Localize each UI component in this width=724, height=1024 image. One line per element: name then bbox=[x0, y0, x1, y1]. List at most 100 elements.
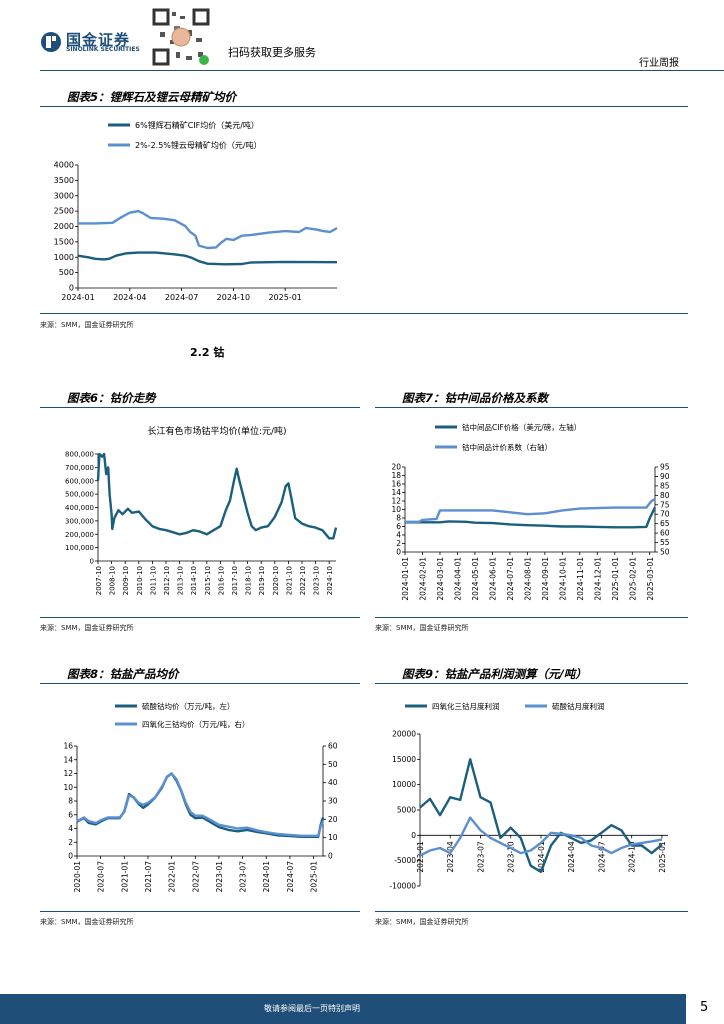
fig7-y2tick-label: 90 bbox=[660, 472, 670, 481]
fig9-ytick-label: -10000 bbox=[389, 882, 416, 891]
fig6-xtick-label: 2018-10 bbox=[245, 566, 253, 595]
fig7-xtick-label: 2024-01-01 bbox=[401, 557, 410, 601]
fig6-xtick-label: 2016-10 bbox=[217, 566, 225, 595]
section-heading: 2.2 钴 bbox=[190, 346, 225, 359]
fig8-ytick-label: 10 bbox=[63, 783, 73, 792]
fig9-xtick-label: 2025-01 bbox=[658, 841, 667, 873]
fig5-ytick-label: 1500 bbox=[54, 237, 74, 246]
fig8-xtick-label: 2022-01 bbox=[168, 861, 177, 893]
header-divider bbox=[40, 70, 724, 71]
fig7-ytick-label: 8 bbox=[396, 514, 401, 523]
fig9-series-line-0 bbox=[419, 758, 663, 874]
fig6-chart: 长江有色市场钴平均价(单位:元/吨) 0 100,000 200,000 300,000… bbox=[65, 425, 338, 595]
fig5-legend-label-0: 6%锂辉石精矿CIF均价（美元/吨） bbox=[135, 120, 259, 130]
fig6-series-line-0 bbox=[96, 452, 338, 540]
fig8-xtick-label: 2024-01 bbox=[262, 861, 271, 893]
fig9-ytick-label: 15000 bbox=[392, 755, 416, 764]
fig6-title: 图表6：钴价走势 bbox=[67, 391, 156, 405]
fig7-y2tick-label: 85 bbox=[660, 481, 670, 490]
fig7-y2tick-label: 65 bbox=[660, 519, 670, 528]
fig8-title-rule bbox=[40, 683, 360, 684]
fig9-xtick-label: 2024-04 bbox=[567, 841, 576, 873]
qr-caption: 扫码获取更多服务 bbox=[228, 46, 316, 59]
fig7-xtick-label: 2024-02-01 bbox=[418, 557, 427, 601]
fig7-legend-label-0: 钴中间品CIF价格（美元/磅，左轴） bbox=[462, 422, 581, 432]
fig8-xtick-label: 2024-07 bbox=[286, 861, 295, 893]
fig6-ytick-label: 300,000 bbox=[65, 517, 94, 525]
footer: 敬请参阅最后一页特别声明 5 bbox=[0, 994, 724, 1024]
fig8-legend-label-0: 硫酸钴均价（万元/吨，左） bbox=[142, 701, 235, 711]
fig7-chart: 钴中间品CIF价格（美元/磅，左轴）钴中间品计价系数（右轴）0246810121… bbox=[391, 422, 670, 601]
fig5-title-rule bbox=[40, 106, 688, 107]
fig6-ytick-label: 600,000 bbox=[65, 477, 94, 485]
fig7-y2tick-label: 60 bbox=[660, 529, 670, 538]
fig7-xtick-label: 2024-08-01 bbox=[523, 557, 532, 601]
fig7-xtick-label: 2024-05-01 bbox=[471, 557, 480, 601]
fig9-title: 图表9：钴盐产品利润测算（元/吨） bbox=[402, 667, 587, 681]
fig7-y2tick-label: 50 bbox=[660, 548, 670, 557]
fig9-legend-label-0: 四氧化三钴月度利润 bbox=[432, 701, 500, 711]
fig8-bottom-rule bbox=[40, 911, 360, 912]
fig6-xtick-label: 2008-10 bbox=[109, 566, 117, 595]
fig9-ytick-label: 20000 bbox=[392, 730, 416, 739]
fig6-ytick-label: 100,000 bbox=[65, 544, 94, 552]
fig8-ytick-label: 6 bbox=[68, 810, 73, 819]
fig5-source: 来源：SMM，国金证券研究所 bbox=[40, 321, 134, 329]
fig5-ytick-label: 1000 bbox=[54, 253, 74, 262]
fig5-xtick-label: 2024-01 bbox=[61, 293, 94, 302]
fig8-series-line-1 bbox=[76, 772, 325, 838]
fig8-y2tick-label: 20 bbox=[328, 815, 338, 824]
fig8-y2tick-label: 60 bbox=[328, 742, 338, 751]
fig6-bottom-rule bbox=[40, 617, 360, 618]
fig7-ytick-label: 14 bbox=[391, 488, 401, 497]
fig9-source: 来源：SMM，国金证券研究所 bbox=[375, 918, 469, 926]
qr-code[interactable] bbox=[152, 8, 210, 66]
fig7-y2tick-label: 95 bbox=[660, 463, 670, 472]
fig6-xtick-label: 2014-10 bbox=[190, 566, 198, 595]
fig9-xtick-label: 2023-04 bbox=[446, 841, 455, 873]
fig5-ytick-label: 3500 bbox=[54, 176, 74, 185]
fig9-xtick-label: 2023-10 bbox=[507, 841, 516, 873]
fig8-y2tick-label: 0 bbox=[328, 852, 333, 861]
fig5-xtick-label: 2024-10 bbox=[217, 293, 250, 302]
fig9-xtick-label: 2024-01 bbox=[537, 841, 546, 873]
fig8-xtick-label: 2022-07 bbox=[191, 861, 200, 893]
fig7-xtick-label: 2025-02-01 bbox=[628, 557, 637, 601]
fig6-xtick-label: 2022-10 bbox=[299, 566, 307, 595]
fig7-ytick-label: 6 bbox=[396, 522, 401, 531]
fig6-xtick-label: 2023-10 bbox=[313, 566, 321, 595]
fig8-xtick-label: 2025-01 bbox=[310, 861, 319, 893]
fig7-source: 来源：SMM，国金证券研究所 bbox=[375, 624, 469, 632]
fig7-xtick-label: 2025-03-01 bbox=[646, 557, 655, 601]
fig8-y2tick-label: 30 bbox=[328, 797, 338, 806]
fig6-title-rule bbox=[40, 407, 360, 408]
sinolink-logo: 国金证券 SINOLINK SECURITIES bbox=[40, 30, 160, 54]
fig9-title-rule bbox=[375, 683, 688, 684]
fig7-title: 图表7：钴中间品价格及系数 bbox=[402, 391, 549, 405]
fig8-xtick-label: 2023-01 bbox=[215, 861, 224, 893]
page-number: 5 bbox=[700, 1000, 709, 1015]
fig7-ytick-label: 0 bbox=[396, 548, 401, 557]
fig8-xtick-label: 2023-07 bbox=[239, 861, 248, 893]
fig7-xtick-label: 2025-01-01 bbox=[611, 557, 620, 601]
fig9-xtick-label: 2023-01 bbox=[416, 841, 425, 873]
fig8-source: 来源：SMM，国金证券研究所 bbox=[40, 918, 134, 926]
fig9-ytick-label: 0 bbox=[411, 831, 416, 840]
fig5-xtick-label: 2025-01 bbox=[268, 293, 301, 302]
fig8-chart: 硫酸钴均价（万元/吨，左） 四氧化三钴均价（万元/吨，右） 0 2 4 6 8 10 12 14 1… bbox=[63, 701, 338, 893]
fig6-xtick-label: 2020-10 bbox=[272, 566, 280, 595]
fig6-xtick-label: 2024-10 bbox=[326, 566, 334, 595]
fig7-y2tick-label: 55 bbox=[660, 538, 670, 547]
fig6-xtick-label: 2007-10 bbox=[95, 566, 103, 595]
fig8-xtick-label: 2020-07 bbox=[97, 861, 106, 893]
fig8-legend-label-1: 四氧化三钴均价（万元/吨，右） bbox=[142, 719, 250, 729]
fig7-ytick-label: 4 bbox=[396, 531, 401, 540]
fig7-series-line-1 bbox=[405, 498, 656, 524]
logo-en: SINOLINK SECURITIES bbox=[66, 46, 140, 53]
fig8-ytick-label: 2 bbox=[68, 838, 73, 847]
fig7-xtick-label: 2024-12-01 bbox=[593, 557, 602, 601]
fig9-legend-label-1: 硫酸钴月度利润 bbox=[552, 701, 605, 711]
fig6-ytick-label: 800,000 bbox=[65, 451, 94, 459]
fig6-xtick-label: 2012-10 bbox=[163, 566, 171, 595]
fig8-y2tick-label: 40 bbox=[328, 778, 338, 787]
